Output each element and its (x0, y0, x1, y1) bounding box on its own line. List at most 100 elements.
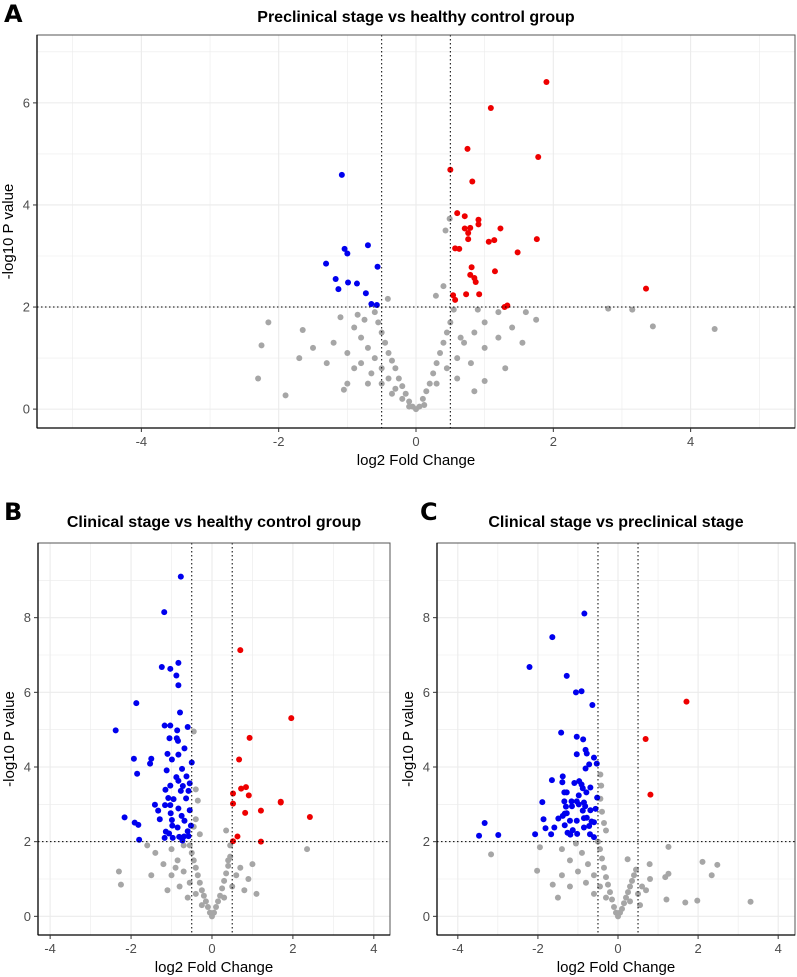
data-point-down (167, 782, 174, 789)
data-point-down (179, 837, 186, 844)
data-point-ns (237, 864, 244, 871)
data-point-ns (549, 881, 556, 888)
data-point-down (562, 803, 569, 810)
data-point-up (504, 302, 511, 309)
plot-background (437, 543, 795, 935)
data-point-down (166, 830, 173, 837)
data-point-ns (358, 360, 365, 367)
y-tick-label: 2 (423, 834, 430, 849)
data-point-ns (186, 842, 193, 849)
data-point-down (587, 784, 594, 791)
data-point-ns (223, 827, 230, 834)
x-tick-label: 4 (370, 941, 377, 956)
data-point-ns (627, 883, 634, 890)
data-point-down (563, 789, 570, 796)
x-tick-label: -2 (273, 434, 285, 449)
data-point-down (567, 831, 574, 838)
data-point-ns (566, 857, 573, 864)
data-point-ns (200, 892, 207, 899)
data-point-down (186, 807, 193, 814)
data-point-ns (437, 349, 444, 356)
data-point-up (238, 785, 245, 792)
data-point-ns (384, 295, 391, 302)
data-point-ns (402, 390, 409, 397)
data-point-ns (296, 355, 303, 362)
data-point-down (185, 787, 192, 794)
data-point-ns (364, 344, 371, 351)
data-point-up (242, 809, 249, 816)
data-point-down (136, 836, 143, 843)
data-point-ns (392, 365, 399, 372)
data-point-down (495, 831, 502, 838)
data-point-up (236, 756, 243, 763)
series-ns (255, 215, 718, 413)
data-point-down (574, 830, 581, 837)
data-point-down (121, 814, 128, 821)
data-point-down (566, 817, 573, 824)
data-point-ns (481, 378, 488, 385)
data-point-up (485, 238, 492, 245)
data-point-ns (382, 339, 389, 346)
data-point-ns (176, 883, 183, 890)
data-point-down (526, 663, 533, 670)
data-point-up (467, 271, 474, 278)
data-point-ns (190, 857, 197, 864)
x-tick-label: 2 (550, 434, 557, 449)
data-point-ns (423, 388, 430, 395)
data-point-up (535, 153, 542, 160)
data-point-ns (186, 879, 193, 886)
data-point-down (549, 634, 556, 641)
data-point-ns (223, 870, 230, 877)
data-point-ns (174, 857, 181, 864)
data-point-ns (471, 329, 478, 336)
data-point-up (230, 790, 237, 797)
data-point-down (175, 751, 182, 758)
data-point-ns (395, 375, 402, 382)
data-point-ns (213, 904, 220, 910)
data-point-down (175, 777, 182, 784)
data-point-up (452, 296, 459, 303)
data-point-up (491, 268, 498, 275)
data-point-down (476, 832, 483, 839)
series-down (476, 610, 601, 841)
data-point-down (167, 722, 174, 729)
data-point-up (491, 237, 498, 244)
data-point-ns (184, 894, 191, 901)
data-point-down (573, 817, 580, 824)
data-point-ns (368, 370, 375, 377)
y-tick-label: 6 (23, 95, 30, 110)
data-point-ns (454, 355, 461, 362)
data-point-ns (629, 877, 636, 884)
data-point-down (148, 755, 155, 762)
data-point-ns (495, 309, 502, 316)
data-point-down (540, 816, 547, 823)
data-point-ns (433, 360, 440, 367)
data-point-ns (282, 392, 289, 399)
data-point-down (162, 802, 169, 809)
data-point-down (335, 286, 342, 293)
data-point-up (242, 784, 249, 791)
x-tick-label: 2 (289, 941, 296, 956)
data-point-down (332, 275, 339, 282)
data-point-down (178, 812, 185, 819)
data-point-down (563, 672, 570, 679)
data-point-ns (221, 877, 228, 884)
data-point-down (181, 745, 188, 752)
data-point-ns (602, 827, 609, 834)
data-point-ns (596, 883, 603, 890)
data-point-ns (694, 897, 701, 904)
data-point-ns (467, 360, 474, 367)
data-point-up (245, 792, 252, 799)
data-point-down (185, 833, 192, 840)
data-point-ns (194, 872, 201, 879)
data-point-ns (351, 324, 358, 331)
data-point-down (345, 279, 352, 286)
data-point-ns (144, 842, 151, 849)
data-point-down (582, 765, 589, 772)
data-point-down (183, 795, 190, 802)
data-point-down (168, 817, 175, 824)
data-point-down (166, 735, 173, 742)
data-point-down (551, 824, 558, 831)
data-point-ns (160, 861, 167, 868)
data-point-down (155, 807, 162, 814)
